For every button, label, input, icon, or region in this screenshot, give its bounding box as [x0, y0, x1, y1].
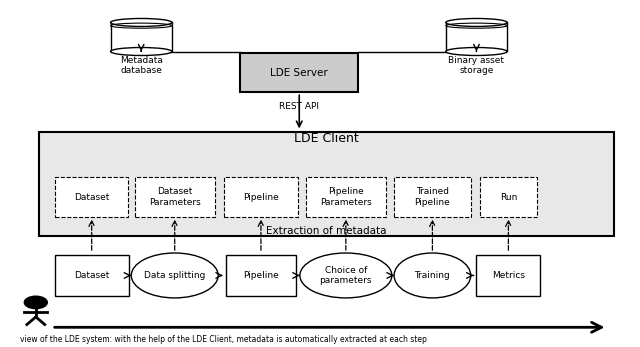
- Ellipse shape: [446, 48, 507, 56]
- Ellipse shape: [446, 18, 507, 26]
- Circle shape: [24, 296, 47, 308]
- Bar: [224, 177, 298, 217]
- Text: Dataset
Parameters: Dataset Parameters: [149, 187, 200, 207]
- Bar: [306, 177, 386, 217]
- Text: Training: Training: [415, 271, 451, 280]
- Bar: [39, 132, 614, 236]
- Bar: [394, 177, 470, 217]
- Text: Extraction of metadata: Extraction of metadata: [266, 226, 387, 236]
- Text: Binary asset
storage: Binary asset storage: [449, 56, 504, 75]
- Text: view of the LDE system: with the help of the LDE Client, metadata is automatical: view of the LDE system: with the help of…: [20, 335, 427, 344]
- Text: Trained
Pipeline: Trained Pipeline: [415, 187, 451, 207]
- Text: Data splitting: Data splitting: [144, 271, 205, 280]
- Text: LDE Client: LDE Client: [294, 133, 359, 145]
- Bar: [479, 177, 537, 217]
- Ellipse shape: [300, 253, 392, 298]
- Text: Pipeline
Parameters: Pipeline Parameters: [320, 187, 372, 207]
- Bar: [54, 255, 129, 296]
- Text: Pipeline: Pipeline: [243, 271, 279, 280]
- Text: LDE Server: LDE Server: [270, 68, 328, 78]
- Text: Dataset: Dataset: [74, 193, 109, 202]
- Ellipse shape: [111, 48, 172, 56]
- Text: Metadata
database: Metadata database: [120, 56, 163, 75]
- Bar: [446, 23, 507, 51]
- Ellipse shape: [394, 253, 470, 298]
- Ellipse shape: [131, 253, 218, 298]
- Bar: [476, 255, 540, 296]
- Text: Dataset: Dataset: [74, 271, 109, 280]
- Text: Metrics: Metrics: [492, 271, 525, 280]
- Bar: [240, 52, 358, 92]
- Bar: [226, 255, 296, 296]
- Bar: [55, 177, 129, 217]
- Text: REST API: REST API: [279, 102, 319, 111]
- Text: Pipeline: Pipeline: [243, 193, 279, 202]
- Bar: [111, 23, 172, 51]
- Text: Choice of
parameters: Choice of parameters: [319, 266, 372, 285]
- Text: Run: Run: [500, 193, 517, 202]
- Ellipse shape: [111, 18, 172, 26]
- Bar: [135, 177, 214, 217]
